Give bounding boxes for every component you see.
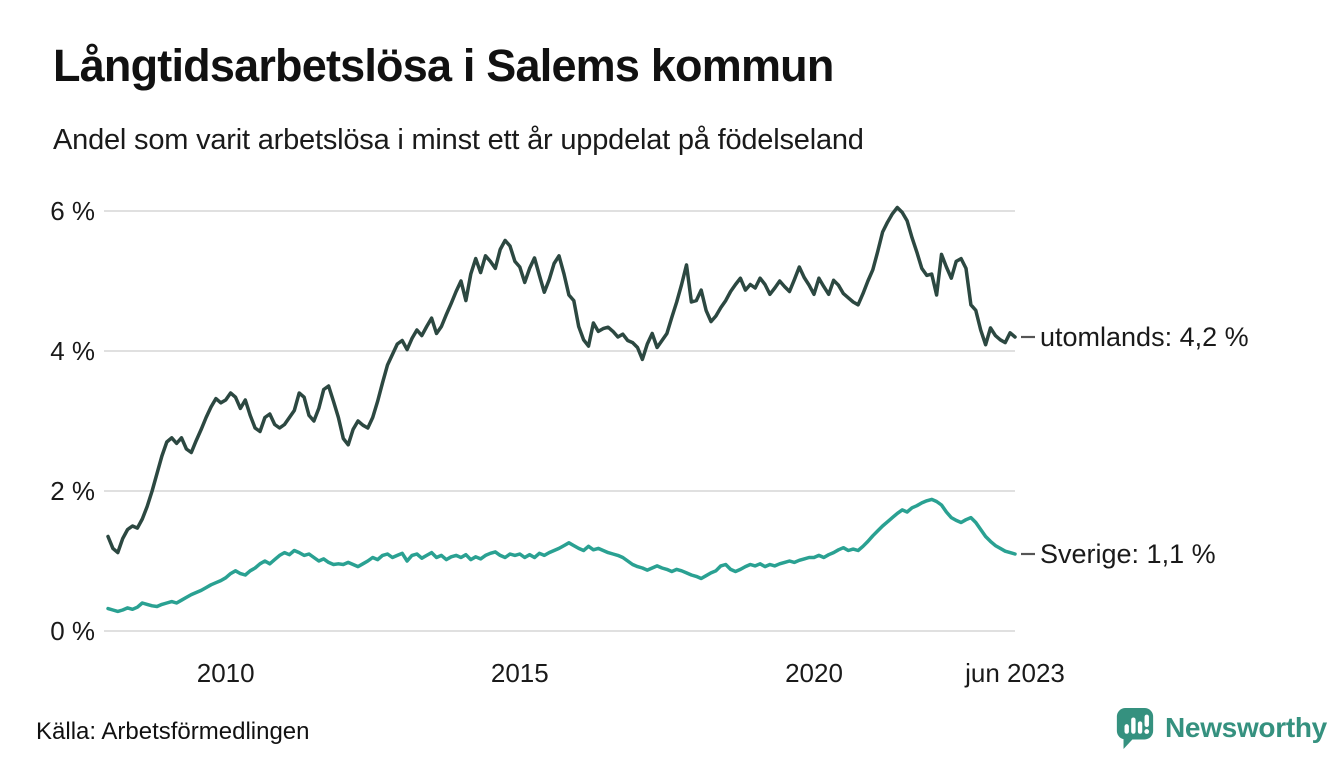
page-title: Långtidsarbetslösa i Salems kommun — [53, 40, 834, 91]
newsworthy-logo-text: Newsworthy — [1165, 712, 1327, 743]
x-tick-label: jun 2023 — [965, 658, 1065, 688]
x-tick-label: 2010 — [196, 658, 255, 688]
x-tick-label: 2020 — [785, 658, 843, 688]
chart-subtitle: Andel som varit arbetslösa i minst ett å… — [53, 124, 864, 156]
series-end-label-utomlands: utomlands: 4,2 % — [1040, 322, 1249, 352]
x-axis: 2010 2015 2020 jun 2023 — [0, 658, 1340, 690]
source-note: Källa: Arbetsförmedlingen — [36, 718, 310, 745]
y-tick-label: 2 % — [50, 476, 95, 506]
y-tick-label: 0 % — [50, 616, 95, 646]
y-tick-label: 4 % — [50, 336, 95, 366]
utomlands-line — [106, 205, 1017, 555]
y-tick-label: 6 % — [50, 196, 95, 226]
newsworthy-logo[interactable]: Newsworthy — [1114, 706, 1327, 750]
newsworthy-logo-icon — [1116, 707, 1154, 749]
series-end-label-sverige: Sverige: 1,1 % — [1040, 539, 1216, 569]
x-tick-label: 2015 — [490, 658, 549, 688]
sverige-line — [106, 497, 1017, 614]
